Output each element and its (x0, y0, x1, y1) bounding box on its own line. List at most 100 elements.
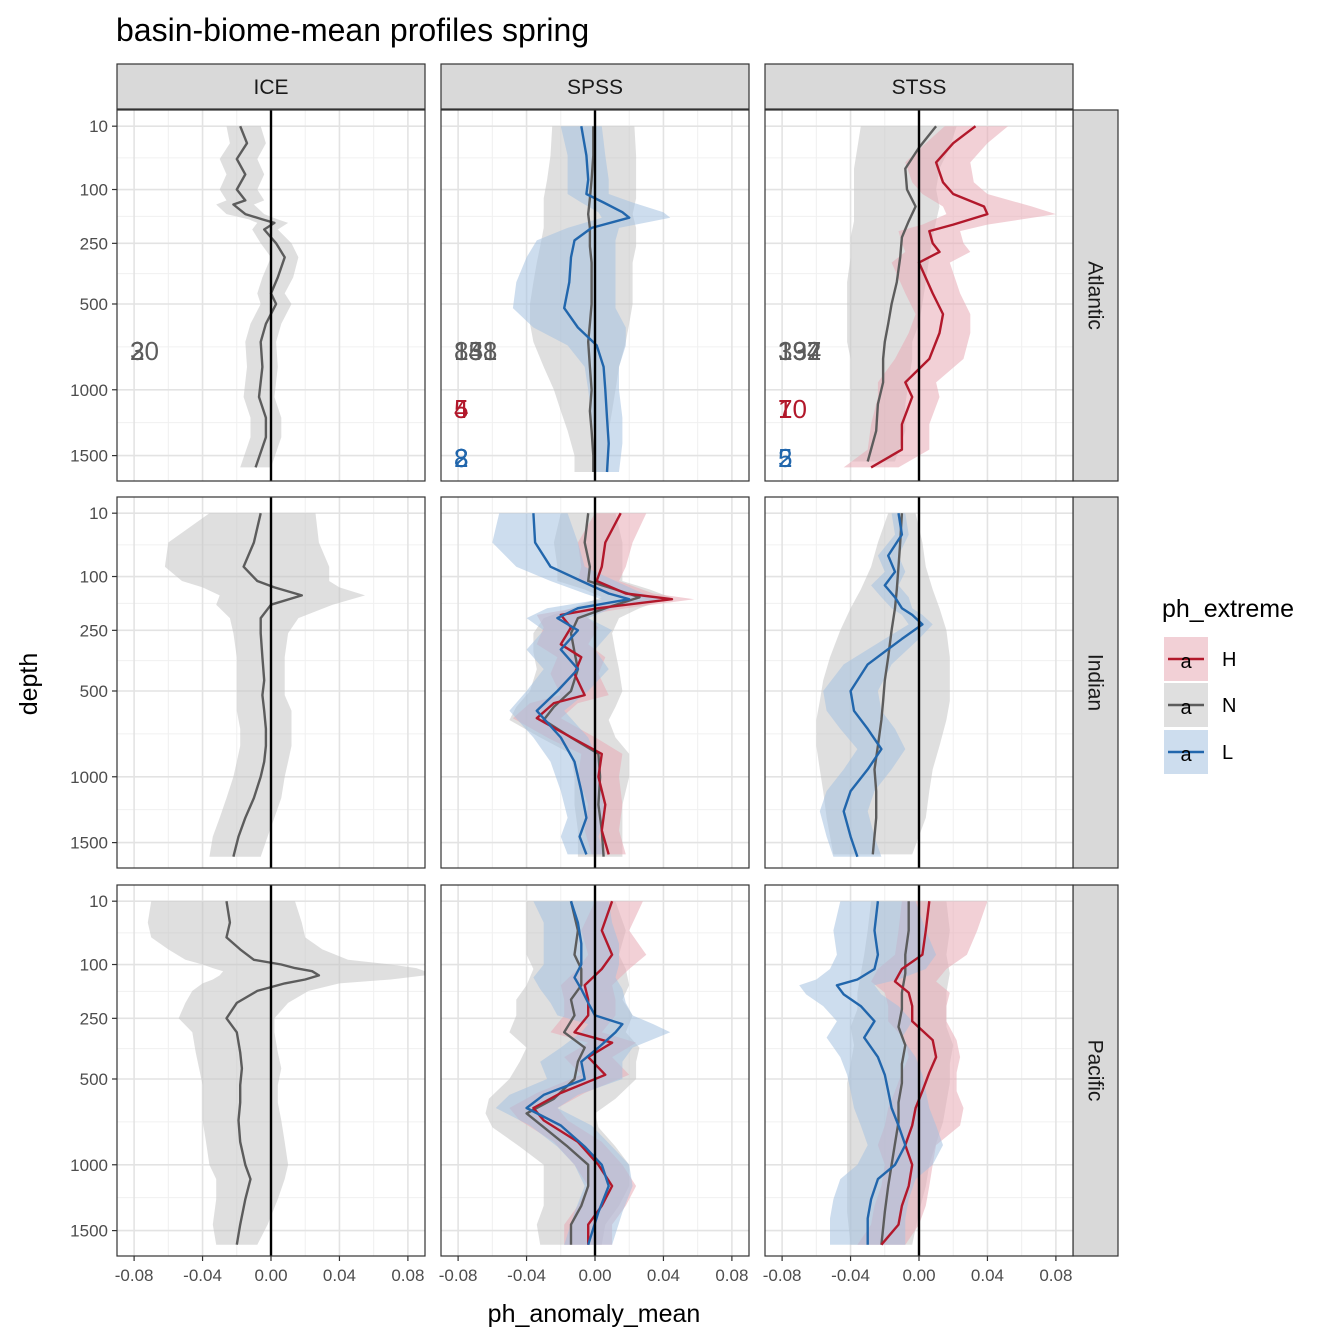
y-tick-label: 1500 (70, 447, 108, 466)
series-line-N (225, 901, 321, 1245)
panel-grid: ICE SPSS STSSAtlanticIndianPacific21010025… (70, 63, 1119, 1285)
panel-border (440, 496, 750, 869)
count-label-L: 3 (454, 443, 468, 473)
y-tick-label: 500 (80, 682, 108, 701)
strip-background (1072, 109, 1119, 482)
y-axis-atlantic: 10 100 250 500 1000 1500 (70, 117, 117, 466)
series-layer (492, 512, 695, 857)
y-tick-label: 500 (80, 1070, 108, 1089)
legend-key-glyph: a (1180, 697, 1192, 719)
panel-atlantic-ice: 2 10 100 250 500 1000 1500 (70, 109, 426, 482)
x-tick-label: 0.00 (902, 1266, 935, 1285)
row-label: Atlantic (1084, 261, 1107, 330)
y-axis-pacific: 10 100 250 500 1000 1500 (70, 892, 117, 1241)
y-tick-label: 1500 (70, 1222, 108, 1241)
x-tick-label: -0.08 (763, 1266, 802, 1285)
chart-title: basin-biome-mean profiles spring (116, 12, 589, 48)
series-layer (799, 901, 988, 1246)
count-label-N: 194 (778, 336, 821, 366)
panel-border (116, 109, 426, 482)
x-tick-label: 0.08 (1039, 1266, 1072, 1285)
series-line-N (232, 125, 286, 468)
ribbon-N (847, 126, 957, 462)
y-tick-label: 250 (80, 621, 108, 640)
count-label-N: 132 (778, 336, 821, 366)
count-label-H: 7 (778, 394, 792, 424)
legend-label: N (1222, 695, 1236, 717)
series-line-L (842, 513, 924, 858)
panel-border (116, 496, 426, 869)
panel-pacific-spss: 83 5 2 -0.08 -0.04 0.00 0.04 0.08 (439, 336, 750, 1285)
row-label: Indian (1084, 654, 1107, 711)
count-label-H: 4 (454, 394, 468, 424)
y-tick-label: 100 (80, 181, 108, 200)
x-tick-label: -0.04 (183, 1266, 222, 1285)
legend-key-glyph: a (1180, 651, 1192, 673)
series-layer (147, 901, 425, 1245)
row-strip-indian: Indian (1072, 496, 1119, 869)
ribbon-H (843, 126, 1056, 468)
y-tick-label: 1000 (70, 381, 108, 400)
count-label-N: 141 (454, 336, 497, 366)
y-tick-label: 10 (89, 117, 108, 136)
count-label-N: 3 (130, 336, 144, 366)
y-axis-indian: 10 100 250 500 1000 1500 (70, 504, 117, 853)
count-label-N: 83 (454, 336, 483, 366)
panel-indian-ice: 20 10 100 250 500 1000 1500 (70, 336, 426, 869)
y-tick-label: 10 (89, 504, 108, 523)
x-tick-label: -0.08 (115, 1266, 154, 1285)
ribbon-N (147, 901, 425, 1245)
y-tick-label: 1000 (70, 768, 108, 787)
count-label-L: 8 (454, 443, 468, 473)
series-layer (843, 125, 1056, 469)
x-tick-label: 0.04 (323, 1266, 356, 1285)
legend-title: ph_extreme (1162, 595, 1294, 623)
panel-indian-spss: 141 4 8 (440, 336, 750, 869)
column-label: STSS (892, 76, 947, 99)
count-label-N: 2 (130, 336, 144, 366)
ribbon-N (216, 126, 299, 468)
series-line-H (880, 901, 938, 1246)
y-tick-label: 1000 (70, 1156, 108, 1175)
series-layer (164, 512, 366, 857)
series-line-H (870, 125, 989, 469)
y-tick-label: 1500 (70, 834, 108, 853)
count-label-L: 5 (778, 443, 792, 473)
legend-label: L (1222, 742, 1233, 764)
x-axis-title: ph_anomaly_mean (488, 1300, 701, 1328)
count-label-H: 5 (454, 394, 468, 424)
panel-pacific-ice: 3 10 100 250 500 1000 1500 -0.08 -0.04 0.00 0.04 0.… (70, 336, 426, 1285)
column-strip-stss: STSS (764, 63, 1074, 110)
row-strip-pacific: Pacific (1072, 884, 1119, 1257)
x-axis-spss: -0.08 -0.04 0.00 0.04 0.08 (439, 1256, 748, 1285)
ribbon-L (819, 513, 933, 857)
count-label-L: 2 (454, 443, 468, 473)
count-label-N: 337 (778, 336, 821, 366)
ribbon-N (164, 513, 366, 857)
panel-pacific-stss: 337 10 5 -0.08 -0.04 0.00 0.04 0.08 (763, 336, 1074, 1285)
count-label-N: 158 (454, 336, 497, 366)
strip-background (440, 63, 750, 110)
row-label: Pacific (1084, 1040, 1107, 1102)
x-tick-label: 0.04 (647, 1266, 680, 1285)
series-layer (216, 125, 299, 468)
x-tick-label: 0.00 (254, 1266, 287, 1285)
strip-background (1072, 496, 1119, 869)
x-tick-label: 0.08 (391, 1266, 424, 1285)
y-tick-label: 250 (80, 234, 108, 253)
legend: ph_extreme a Ha Na L (1162, 595, 1294, 774)
panel-border (764, 109, 1074, 482)
panel-border (440, 109, 750, 482)
column-strip-spss: SPSS (440, 63, 750, 110)
y-tick-label: 500 (80, 295, 108, 314)
series-layer (816, 513, 950, 858)
panel-atlantic-stss: 132 7 (764, 109, 1074, 482)
series-line-H (535, 512, 674, 855)
ribbon-L (492, 513, 660, 855)
